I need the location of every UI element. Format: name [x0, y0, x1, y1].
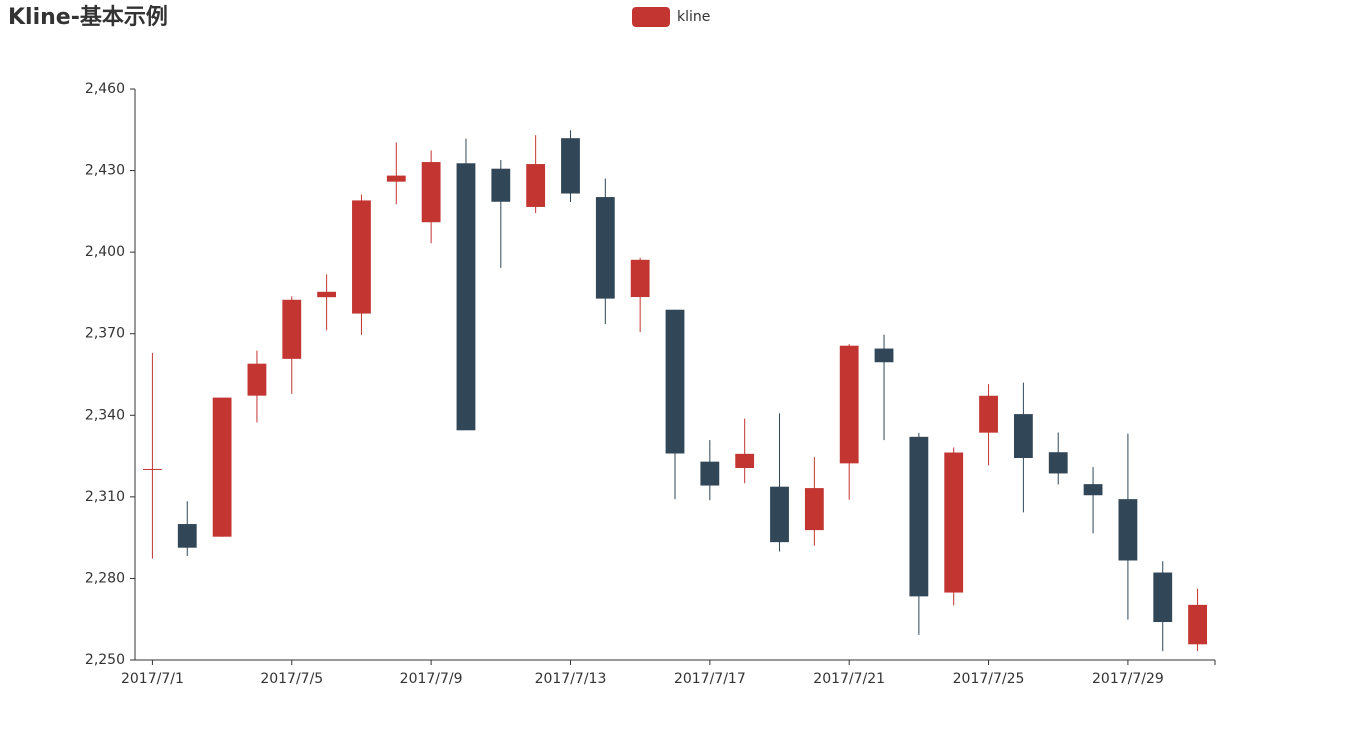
candle-body — [595, 197, 615, 299]
x-tick-label: 2017/7/5 — [260, 671, 323, 687]
candle-body — [386, 175, 406, 182]
candle-body — [1153, 572, 1173, 623]
x-tick-label: 2017/7/9 — [400, 671, 463, 687]
candle-body — [421, 162, 441, 223]
x-tick-label: 2017/7/21 — [813, 671, 885, 687]
candle-body — [1188, 604, 1207, 645]
candle-body — [909, 436, 929, 597]
legend-marker — [632, 7, 670, 27]
y-tick-label: 2,370 — [85, 326, 125, 342]
candle-body — [1048, 452, 1068, 474]
candle-body — [212, 397, 232, 537]
y-tick-label: 2,280 — [85, 570, 125, 586]
x-tick-label: 2017/7/25 — [953, 671, 1025, 687]
y-tick-label: 2,460 — [85, 81, 125, 97]
candle-body — [770, 486, 789, 543]
y-tick-label: 2,340 — [85, 407, 125, 423]
candle-body — [282, 299, 302, 359]
candle-body — [630, 259, 650, 298]
legend-label: kline — [677, 9, 710, 25]
y-tick-label: 2,430 — [85, 163, 125, 179]
candle-body — [700, 461, 720, 486]
x-tick-label: 2017/7/29 — [1092, 671, 1164, 687]
candle-body — [1083, 484, 1103, 496]
x-tick-label: 2017/7/1 — [121, 671, 184, 687]
candle-body — [177, 524, 197, 548]
chart-title: Kline-基本示例 — [8, 5, 168, 30]
candle-body — [561, 138, 580, 194]
y-tick-label: 2,310 — [85, 489, 125, 505]
candle-body — [839, 345, 859, 464]
candle-body — [874, 348, 894, 363]
y-tick-label: 2,250 — [85, 652, 125, 668]
x-tick-label: 2017/7/17 — [674, 671, 746, 687]
candle-body — [1013, 414, 1033, 459]
candle-body — [665, 309, 685, 454]
candle-body — [352, 200, 371, 314]
candle-body — [143, 468, 162, 470]
y-tick-label: 2,400 — [85, 244, 125, 260]
candle-body — [735, 453, 755, 468]
x-tick-label: 2017/7/13 — [535, 671, 607, 687]
candle-body — [456, 163, 476, 431]
candle-body — [1118, 499, 1138, 561]
candle-body — [491, 168, 511, 202]
candle-body — [944, 452, 964, 593]
candle-body — [526, 164, 546, 207]
candle-body — [247, 363, 267, 396]
candle-body — [317, 291, 337, 298]
candle-body — [979, 395, 998, 433]
candle-body — [804, 488, 824, 531]
